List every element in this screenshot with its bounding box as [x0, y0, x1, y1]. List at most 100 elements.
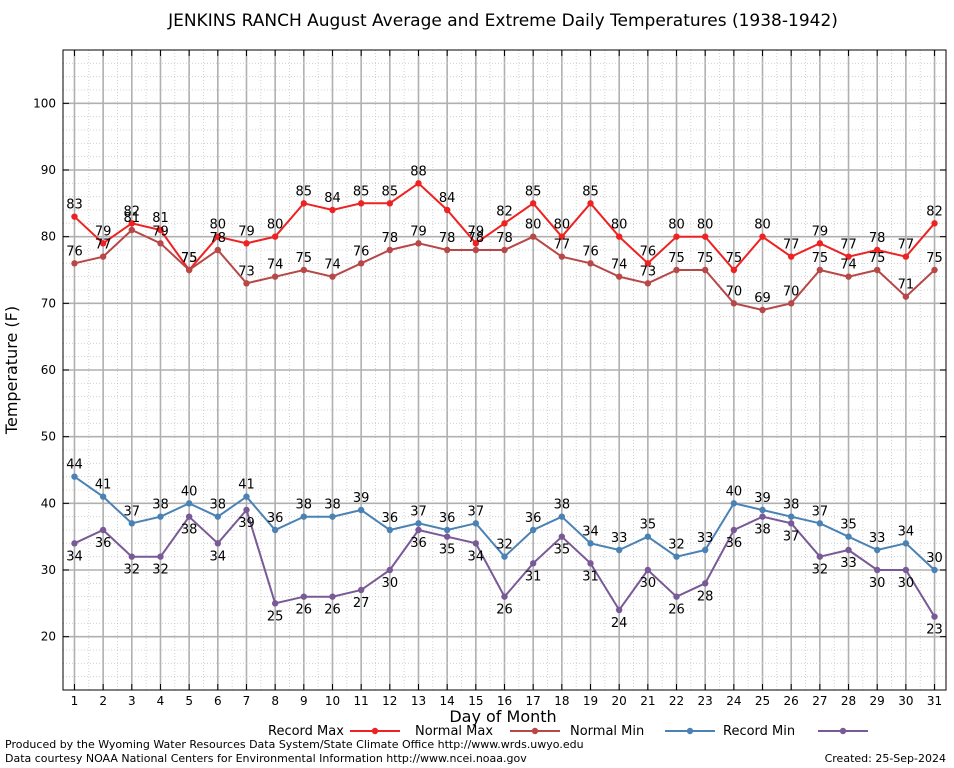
record-min-data-label: 36 [726, 536, 743, 551]
normal-max-data-label: 75 [296, 251, 313, 266]
x-tick-label: 5 [185, 694, 193, 708]
record-min-data-label: 35 [554, 543, 571, 558]
record-max-data-label: 79 [468, 224, 485, 239]
normal-max-point [472, 246, 480, 254]
record-min-point [902, 566, 910, 574]
record-min-data-label: 33 [840, 556, 857, 571]
normal-max-point [902, 293, 910, 300]
record-max-data-label: 77 [840, 238, 857, 253]
normal-min-data-label: 37 [812, 504, 829, 519]
record-min-point [730, 526, 738, 534]
normal-min-data-label: 41 [238, 478, 255, 493]
record-min-point [644, 566, 652, 574]
record-max-data-label: 78 [869, 231, 886, 246]
normal-min-data-label: 34 [582, 524, 599, 539]
normal-max-data-label: 73 [640, 264, 657, 279]
record-min-point [931, 613, 938, 620]
normal-max-data-label: 80 [525, 218, 542, 233]
normal-min-data-label: 36 [439, 511, 456, 526]
record-min-point [415, 526, 422, 534]
record-min-point [673, 593, 680, 600]
record-min-point [214, 540, 222, 547]
record-min-data-label: 25 [267, 609, 284, 624]
record-max-data-label: 77 [898, 238, 915, 253]
record-min-point [472, 540, 480, 547]
record-max-data-label: 85 [296, 184, 313, 199]
record-max-point [415, 180, 422, 187]
normal-min-point [615, 546, 623, 554]
record-min-point [587, 560, 594, 567]
legend-marker-record-max [371, 727, 379, 735]
series [71, 180, 938, 620]
record-max-point [587, 200, 594, 207]
x-tick-label: 27 [812, 694, 827, 708]
record-max-point [99, 240, 107, 247]
normal-min-data-label: 38 [554, 498, 571, 513]
normal-max-point [759, 306, 766, 314]
normal-max-data-label: 79 [152, 224, 169, 239]
x-tick-label: 11 [354, 694, 369, 708]
record-min-data-label: 31 [525, 569, 542, 584]
record-min-point [759, 513, 766, 520]
normal-min-data-label: 37 [468, 504, 485, 519]
record-min-data-label: 28 [697, 589, 714, 604]
record-max-point [71, 213, 78, 220]
normal-max-point [300, 266, 308, 274]
record-min-data-label: 38 [754, 523, 771, 538]
normal-min-point [816, 520, 824, 527]
normal-max-point [845, 273, 852, 280]
normal-min-point [501, 553, 508, 560]
record-max-data-label: 80 [668, 218, 685, 233]
x-tick-label: 3 [128, 694, 136, 708]
x-tick-label: 12 [382, 694, 397, 708]
legend-label-record-min: Record Min [723, 724, 795, 739]
normal-max-data-label: 74 [267, 258, 284, 273]
x-tick-label: 31 [927, 694, 942, 708]
normal-min-point [787, 513, 795, 520]
x-tick-label: 13 [411, 694, 426, 708]
record-max-data-label: 88 [410, 164, 427, 179]
record-max-point [816, 240, 824, 247]
record-min-data-label: 26 [324, 603, 341, 618]
record-max-point [329, 206, 336, 214]
normal-min-data-label: 38 [783, 498, 800, 513]
normal-min-data-label: 37 [410, 504, 427, 519]
normal-max-point [816, 266, 824, 274]
normal-min-point [529, 526, 537, 534]
record-min-point [787, 520, 795, 527]
record-max-point [128, 220, 136, 227]
chart-title: JENKINS RANCH August Average and Extreme… [167, 11, 838, 31]
record-min-data-label: 30 [640, 576, 657, 591]
credit-produced-by: Produced by the Wyoming Water Resources … [5, 738, 584, 751]
record-max-data-label: 83 [66, 198, 83, 213]
record-min-point [128, 553, 136, 560]
record-min-data-label: 24 [611, 616, 628, 631]
x-tick-label: 4 [157, 694, 165, 708]
record-max-point [931, 220, 938, 227]
normal-min-data-label: 44 [66, 458, 83, 473]
normal-max-data-label: 75 [926, 251, 943, 266]
x-tick-label: 7 [243, 694, 251, 708]
record-min-point [271, 600, 279, 607]
record-min-point [501, 593, 508, 600]
x-tick-label: 10 [325, 694, 340, 708]
x-tick-label: 18 [554, 694, 569, 708]
record-max-data-label: 84 [439, 191, 456, 206]
record-min-data-label: 26 [296, 603, 313, 618]
record-min-data-label: 34 [210, 549, 227, 564]
x-tick-label: 8 [271, 694, 279, 708]
x-tick-label: 22 [669, 694, 684, 708]
record-min-point [243, 506, 250, 514]
record-max-data-label: 81 [152, 211, 169, 226]
x-tick-label: 19 [583, 694, 598, 708]
x-tick-label: 15 [468, 694, 483, 708]
record-min-data-label: 36 [410, 536, 427, 551]
normal-max-point [644, 280, 652, 287]
normal-max-data-label: 78 [439, 231, 456, 246]
record-max-data-label: 80 [210, 218, 227, 233]
normal-max-data-label: 74 [611, 258, 628, 273]
record-max-data-label: 82 [926, 204, 943, 219]
y-tick-label: 60 [41, 363, 56, 377]
normal-min-point [128, 520, 136, 527]
